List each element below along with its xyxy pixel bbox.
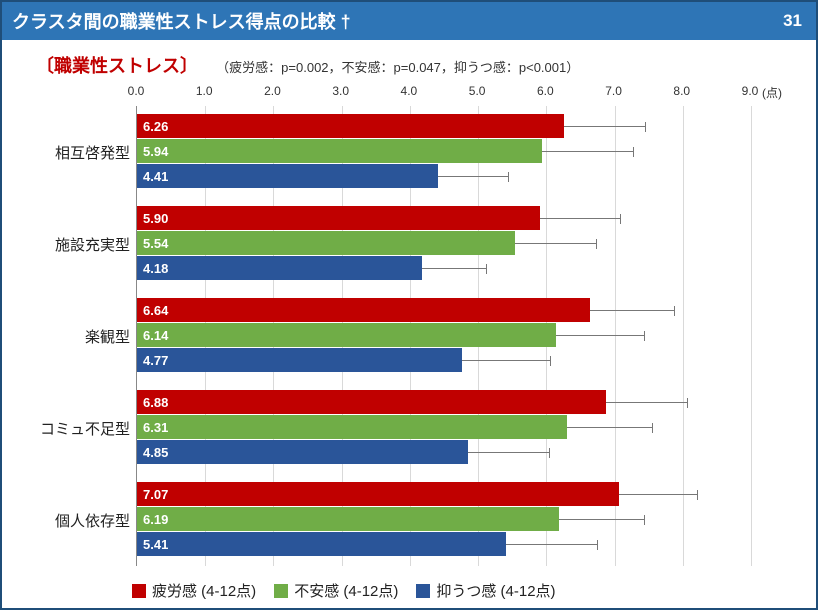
- bar-value-label: 5.41: [143, 537, 168, 552]
- slide-title: クラスタ間の職業性ストレス得点の比較 †: [12, 8, 351, 34]
- bar: 6.14: [137, 323, 556, 347]
- slide: クラスタ間の職業性ストレス得点の比較 † 31 〔職業性ストレス〕 （疲労感：p…: [0, 0, 818, 610]
- bar-value-label: 6.19: [143, 512, 168, 527]
- bar-row: 6.19: [137, 507, 786, 531]
- bar-group: 7.07 6.19 5.41: [137, 474, 786, 566]
- legend-label: 不安感 (4-12点): [294, 580, 398, 601]
- bar-row: 5.90: [137, 206, 786, 230]
- legend-swatch: [416, 584, 430, 598]
- bar: 6.19: [137, 507, 559, 531]
- subtitle-stats: （疲労感：p=0.002，不安感：p=0.047，抑うつ感：p<0.001）: [216, 60, 579, 75]
- bar-group: 5.90 5.54 4.18: [137, 198, 786, 290]
- plot-wrap: 相互啓発型施設充実型楽観型コミュ不足型個人依存型 6.26 5.94 4.41 5.9…: [32, 106, 786, 566]
- bar: 7.07: [137, 482, 619, 506]
- bar: 5.41: [137, 532, 506, 556]
- bar-value-label: 5.54: [143, 236, 168, 251]
- subtitle-row: 〔職業性ストレス〕 （疲労感：p=0.002，不安感：p=0.047，抑うつ感：…: [2, 40, 816, 80]
- x-tick: 3.0: [332, 84, 349, 98]
- bar-group: 6.26 5.94 4.41: [137, 106, 786, 198]
- bar-value-label: 7.07: [143, 487, 168, 502]
- bar: 4.41: [137, 164, 438, 188]
- legend-label: 疲労感 (4-12点): [152, 580, 256, 601]
- bar-value-label: 5.90: [143, 211, 168, 226]
- bar-row: 7.07: [137, 482, 786, 506]
- bar-row: 6.31: [137, 415, 786, 439]
- bar-value-label: 4.41: [143, 169, 168, 184]
- bar-row: 4.18: [137, 256, 786, 280]
- bar: 5.54: [137, 231, 515, 255]
- legend-item: 疲労感 (4-12点): [132, 580, 256, 601]
- bar-value-label: 5.94: [143, 144, 168, 159]
- bar-value-label: 6.64: [143, 303, 168, 318]
- x-unit: (点): [762, 84, 782, 101]
- bar-value-label: 6.31: [143, 420, 168, 435]
- bar-value-label: 4.18: [143, 261, 168, 276]
- bar-group: 6.88 6.31 4.85: [137, 382, 786, 474]
- bar-value-label: 6.26: [143, 119, 168, 134]
- category-label: コミュ不足型: [32, 382, 136, 474]
- category-label: 相互啓発型: [32, 106, 136, 198]
- bar-row: 5.54: [137, 231, 786, 255]
- bar-row: 5.94: [137, 139, 786, 163]
- bar-group: 6.64 6.14 4.77: [137, 290, 786, 382]
- legend-label: 抑うつ感 (4-12点): [436, 580, 555, 601]
- x-axis: 0.01.02.03.04.05.06.07.08.09.0(点): [136, 84, 750, 106]
- legend-swatch: [274, 584, 288, 598]
- bar: 6.64: [137, 298, 590, 322]
- bar-row: 6.14: [137, 323, 786, 347]
- bar-row: 5.41: [137, 532, 786, 556]
- bar-value-label: 4.77: [143, 353, 168, 368]
- bar-row: 6.64: [137, 298, 786, 322]
- bar: 6.31: [137, 415, 567, 439]
- bar: 5.94: [137, 139, 542, 163]
- bar: 4.18: [137, 256, 422, 280]
- legend-item: 抑うつ感 (4-12点): [416, 580, 555, 601]
- bar-value-label: 4.85: [143, 445, 168, 460]
- x-tick: 6.0: [537, 84, 554, 98]
- x-tick: 2.0: [264, 84, 281, 98]
- bar-row: 4.41: [137, 164, 786, 188]
- bar-value-label: 6.14: [143, 328, 168, 343]
- bar-row: 6.26: [137, 114, 786, 138]
- legend: 疲労感 (4-12点) 不安感 (4-12点) 抑うつ感 (4-12点): [132, 580, 786, 601]
- x-tick: 5.0: [469, 84, 486, 98]
- bar: 6.26: [137, 114, 564, 138]
- page-number: 31: [783, 11, 802, 31]
- category-label: 施設充実型: [32, 198, 136, 290]
- category-label: 個人依存型: [32, 474, 136, 566]
- x-tick: 9.0: [742, 84, 759, 98]
- title-bar: クラスタ間の職業性ストレス得点の比較 † 31: [2, 2, 816, 40]
- bar-row: 4.85: [137, 440, 786, 464]
- x-tick: 4.0: [401, 84, 418, 98]
- bar: 6.88: [137, 390, 606, 414]
- stress-chart: 0.0 1.0 2.0 3.0 4.0 5.0 6.0 7.0 8.0 9.0(点) 相互啓発型施…: [32, 84, 786, 601]
- bar-row: 4.77: [137, 348, 786, 372]
- bar-row: 6.88: [137, 390, 786, 414]
- bar-value-label: 6.88: [143, 395, 168, 410]
- subtitle-bracket: 〔職業性ストレス〕: [36, 56, 198, 76]
- bar: 5.90: [137, 206, 540, 230]
- x-tick: 1.0: [196, 84, 213, 98]
- legend-swatch: [132, 584, 146, 598]
- category-label: 楽観型: [32, 290, 136, 382]
- x-tick: 8.0: [673, 84, 690, 98]
- bar: 4.77: [137, 348, 462, 372]
- y-labels: 相互啓発型施設充実型楽観型コミュ不足型個人依存型: [32, 106, 136, 566]
- bar: 4.85: [137, 440, 468, 464]
- plot-area: 6.26 5.94 4.41 5.90 5.54 4.18 6.64 6.14 4.77 6.88…: [136, 106, 786, 566]
- x-tick: 0.0: [128, 84, 145, 98]
- x-tick: 7.0: [605, 84, 622, 98]
- legend-item: 不安感 (4-12点): [274, 580, 398, 601]
